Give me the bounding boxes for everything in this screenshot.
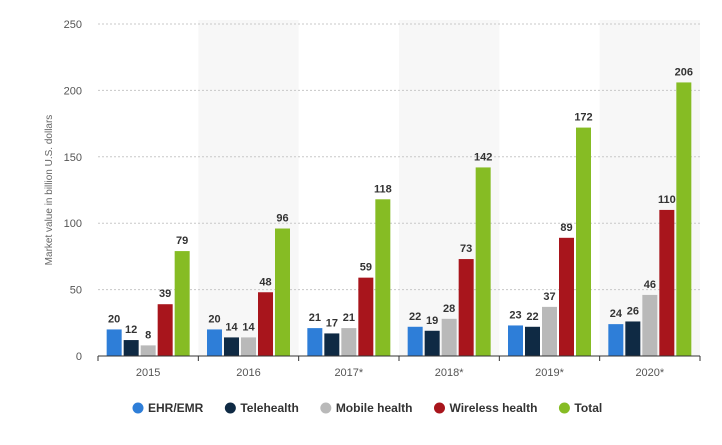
data-label: 22 (526, 311, 538, 323)
data-label: 28 (443, 303, 455, 315)
bar (625, 321, 641, 356)
bar (424, 330, 440, 356)
data-label: 20 (208, 313, 220, 325)
legend-marker (224, 402, 236, 414)
data-label: 48 (259, 276, 271, 288)
legend: EHR/EMR Telehealth Mobile health Wireless h… (132, 401, 602, 415)
data-label: 20 (108, 313, 120, 325)
y-tick-label: 100 (64, 218, 82, 230)
bar (241, 337, 256, 356)
data-label: 110 (658, 194, 676, 206)
bar (106, 329, 122, 356)
legend-marker (320, 402, 332, 414)
legend-item[interactable]: Mobile health (320, 401, 412, 415)
legend-marker (558, 402, 570, 414)
bar (207, 329, 222, 356)
bar (576, 127, 591, 356)
y-tick-label: 0 (76, 351, 82, 363)
bar (542, 306, 557, 356)
bar (224, 337, 239, 356)
y-axis-ticks: 0 50 100 150 200 250 (64, 19, 82, 363)
legend-label: Mobile health (336, 401, 413, 415)
bar (174, 251, 190, 356)
legend-label: Telehealth (240, 401, 298, 415)
bar (659, 209, 675, 356)
y-axis-label: Market value in billion U.S. dollars (44, 115, 55, 266)
x-tick-label: 2017* (334, 367, 363, 379)
legend-marker (433, 402, 445, 414)
data-labels: 20 12 8 39 79 20 14 14 48 96 21 17 21 59 118 22 19 28 73 14… (108, 66, 693, 341)
bar (307, 328, 323, 356)
legend-label: EHR/EMR (148, 401, 204, 415)
bar (157, 304, 173, 356)
legend-item[interactable]: Telehealth (224, 401, 299, 415)
data-label: 26 (627, 305, 639, 317)
y-tick-label: 150 (64, 152, 82, 164)
bar (324, 333, 340, 356)
data-label: 12 (125, 324, 137, 336)
legend-item[interactable]: Wireless health (433, 401, 537, 415)
x-tick-label: 2020* (635, 367, 664, 379)
bar (375, 199, 391, 356)
data-label: 73 (460, 243, 472, 255)
bar (676, 82, 692, 356)
data-label: 206 (675, 66, 693, 78)
data-label: 118 (374, 183, 392, 195)
data-label: 21 (343, 312, 355, 324)
legend-item[interactable]: Total (558, 401, 602, 415)
data-label: 23 (509, 309, 521, 321)
data-label: 46 (644, 279, 656, 291)
bar (407, 326, 423, 356)
data-label: 96 (276, 213, 288, 225)
data-label: 19 (426, 315, 438, 327)
bar (140, 345, 156, 356)
data-label: 89 (560, 222, 572, 234)
legend-label: Total (574, 401, 602, 415)
data-label: 14 (225, 321, 238, 333)
data-label: 22 (409, 311, 421, 323)
bar (275, 228, 290, 356)
data-label: 37 (543, 291, 555, 303)
x-tick-label: 2015 (136, 367, 160, 379)
data-label: 21 (309, 312, 321, 324)
data-label: 142 (474, 151, 492, 163)
bar-series (106, 82, 692, 356)
data-label: 59 (360, 262, 372, 274)
bar (441, 318, 457, 356)
bar (258, 292, 273, 356)
bar (525, 326, 540, 356)
x-axis-ticks: 2015 2016 2017* 2018* 2019* 2020* (97, 356, 701, 379)
bar (559, 237, 574, 356)
bar (608, 324, 624, 356)
y-tick-label: 50 (70, 285, 82, 297)
bar (358, 277, 374, 356)
grid-lines (98, 23, 700, 291)
data-label: 14 (242, 321, 255, 333)
legend-label: Wireless health (449, 401, 537, 415)
bar (341, 328, 357, 356)
data-label: 24 (610, 308, 623, 320)
data-label: 39 (159, 288, 171, 300)
bar (123, 340, 139, 356)
data-label: 79 (176, 235, 188, 247)
bar (458, 259, 474, 356)
x-tick-label: 2019* (535, 367, 564, 379)
y-tick-label: 250 (64, 19, 82, 31)
data-label: 172 (574, 112, 592, 124)
bar (475, 167, 491, 356)
y-tick-label: 200 (64, 85, 82, 97)
bar (642, 294, 658, 356)
legend-item[interactable]: EHR/EMR (132, 401, 204, 415)
legend-marker (132, 402, 144, 414)
x-tick-label: 2016 (236, 367, 260, 379)
x-tick-label: 2018* (435, 367, 464, 379)
bar (508, 325, 523, 356)
data-label: 17 (326, 317, 338, 329)
data-label: 8 (145, 329, 151, 341)
